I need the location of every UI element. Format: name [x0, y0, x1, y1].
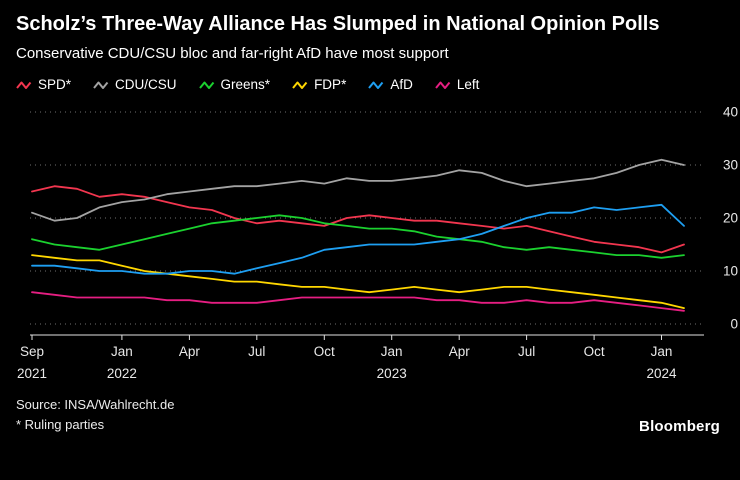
- x-axis-label: Jul: [518, 344, 535, 359]
- legend-item-fdp: FDP*: [292, 77, 346, 92]
- series-line-fdp: [31, 253, 685, 309]
- legend: SPD* CDU/CSU Greens* FDP* AfD Left: [16, 75, 724, 95]
- legend-item-cducsu: CDU/CSU: [93, 77, 177, 92]
- series-line-greens: [31, 213, 685, 259]
- legend-line-sample-icon: [198, 81, 214, 89]
- x-axis-label: Jan: [651, 344, 673, 359]
- legend-line-sample-icon: [16, 81, 32, 89]
- y-axis-label: 30: [723, 157, 738, 172]
- legend-item-spd: SPD*: [16, 77, 71, 92]
- x-axis-label: Jan: [381, 344, 403, 359]
- legend-label: SPD*: [38, 77, 72, 93]
- y-axis-label: 10: [723, 263, 738, 278]
- legend-label: AfD: [390, 77, 413, 93]
- x-axis-label: Jan: [111, 344, 133, 359]
- chart-svg: 0 10 20 30 40 Sep 2021 Jan 2022 Apr Jul Oct Jan 2023 A…: [17, 104, 738, 381]
- x-axis-label: Oct: [314, 344, 335, 359]
- x-axis-year-label: 2021: [17, 366, 47, 381]
- legend-label: CDU/CSU: [115, 77, 177, 93]
- legend-item-greens: Greens*: [198, 77, 271, 93]
- series-line-afd: [31, 203, 685, 275]
- x-axis-year-label: 2023: [377, 366, 407, 381]
- x-axis-label: Jul: [248, 344, 265, 359]
- legend-line-sample-icon: [435, 81, 451, 89]
- y-axis-label: 0: [730, 316, 738, 331]
- series-line-spd: [31, 184, 685, 253]
- x-axis-label: Apr: [449, 344, 471, 359]
- footnote-text: * Ruling parties: [16, 416, 105, 432]
- chart-footer: Source: INSA/Wahlrecht.de * Ruling parti…: [16, 395, 724, 435]
- x-axis-year-label: 2024: [646, 366, 677, 381]
- y-axis-label: 20: [723, 210, 738, 225]
- x-axis-year-label: 2022: [107, 366, 137, 381]
- legend-label: FDP*: [314, 77, 347, 93]
- chart-subtitle: Conservative CDU/CSU bloc and far-right …: [16, 44, 449, 62]
- bloomberg-logo: Bloomberg: [639, 417, 720, 435]
- y-axis-label: 40: [723, 104, 738, 119]
- legend-label: Left: [456, 77, 480, 93]
- series-line-cducsu: [31, 158, 685, 222]
- legend-item-afd: AfD: [368, 77, 413, 92]
- x-axis-label: Sep: [20, 344, 44, 359]
- x-axis-label: Apr: [179, 344, 201, 359]
- legend-item-left: Left: [435, 77, 480, 93]
- source-text: Source: INSA/Wahlrecht.de: [16, 396, 175, 412]
- legend-line-sample-icon: [368, 81, 384, 89]
- series-line-left: [31, 290, 685, 312]
- legend-line-sample-icon: [292, 81, 308, 89]
- x-axis-label: Oct: [584, 344, 605, 359]
- legend-label: Greens*: [220, 77, 271, 93]
- page-title: Scholz’s Three-Way Alliance Has Slumped …: [16, 13, 660, 35]
- legend-line-sample-icon: [93, 81, 109, 89]
